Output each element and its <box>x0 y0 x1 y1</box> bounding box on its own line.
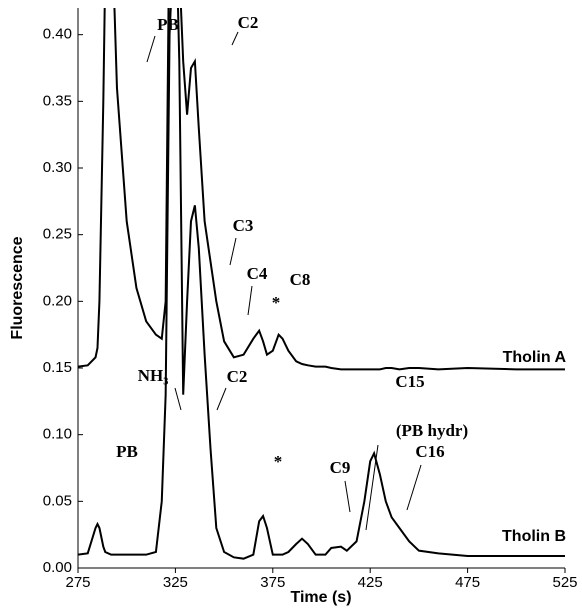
annotation-leader <box>229 237 237 266</box>
series-line <box>78 8 565 371</box>
series-label: Tholin B <box>502 528 566 545</box>
y-tick-label: 0.15 <box>43 359 72 376</box>
annotation-leader <box>146 35 156 63</box>
annotation: C9 <box>330 458 351 477</box>
y-axis-label: Fluorescence <box>9 236 26 339</box>
x-tick-label: 475 <box>455 574 480 591</box>
annotation-leader <box>365 444 379 531</box>
annotation: * <box>274 452 283 471</box>
y-tick-label: 0.30 <box>43 159 72 176</box>
y-tick-label: 0.35 <box>43 92 72 109</box>
annotation: C16 <box>415 442 444 461</box>
annotation: C3 <box>233 216 254 235</box>
annotation-leader <box>216 387 227 411</box>
series-label: Tholin A <box>503 349 567 366</box>
annotation: C2 <box>227 367 248 386</box>
annotation: * <box>272 293 281 312</box>
annotation: PB <box>157 15 179 34</box>
x-tick-label: 325 <box>163 574 188 591</box>
annotation-leader <box>344 480 351 513</box>
y-tick-label: 0.00 <box>43 559 72 576</box>
annotation: (PB hydr) <box>396 421 468 440</box>
annotation: NH₃ <box>138 366 169 385</box>
x-axis-label: Time (s) <box>290 589 351 606</box>
annotation-leader <box>174 387 182 411</box>
y-tick-label: 0.20 <box>43 292 72 309</box>
annotation-leader <box>247 285 253 316</box>
x-tick-label: 525 <box>552 574 577 591</box>
annotation-leader <box>406 464 422 511</box>
annotation: C15 <box>395 372 424 391</box>
x-tick-label: 275 <box>65 574 90 591</box>
y-tick-label: 0.25 <box>43 226 72 243</box>
x-tick-label: 375 <box>260 574 285 591</box>
y-tick-label: 0.10 <box>43 426 72 443</box>
y-tick-label: 0.40 <box>43 26 72 43</box>
annotation: C2 <box>238 13 259 32</box>
annotation: PB <box>116 442 138 461</box>
annotation: C4 <box>247 264 268 283</box>
annotation: C8 <box>290 270 311 289</box>
series-line <box>78 8 565 560</box>
x-tick-label: 425 <box>358 574 383 591</box>
y-tick-label: 0.05 <box>43 492 72 509</box>
annotation-leader <box>231 31 239 46</box>
